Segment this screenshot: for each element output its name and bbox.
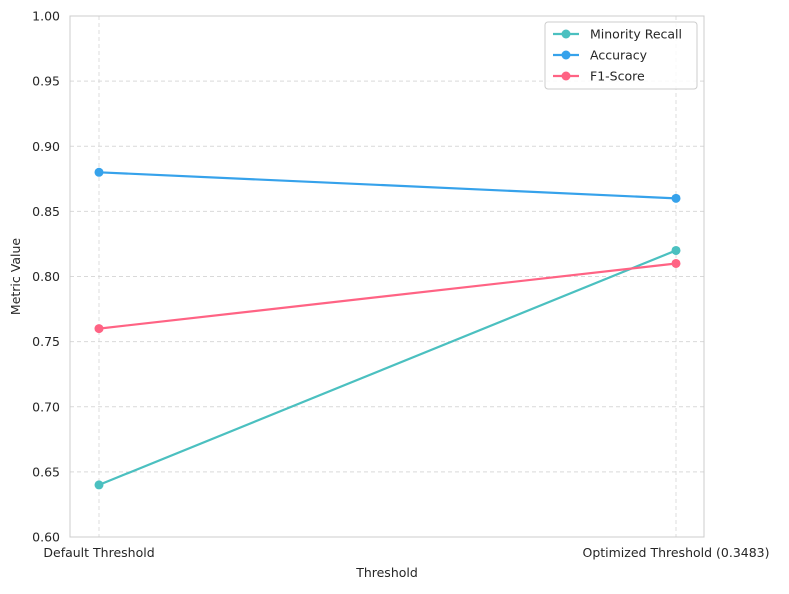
y-tick-label: 0.60 bbox=[32, 530, 60, 545]
legend-label: F1-Score bbox=[590, 69, 645, 84]
series-minority-recall bbox=[94, 245, 681, 490]
y-tick-label: 0.65 bbox=[32, 464, 60, 479]
legend-marker bbox=[561, 50, 571, 60]
legend-label: Minority Recall bbox=[590, 27, 682, 42]
data-point-accuracy bbox=[671, 193, 681, 203]
x-axis-label: Threshold bbox=[355, 565, 418, 580]
series-f1-score bbox=[94, 258, 681, 334]
data-point-f1-score bbox=[94, 324, 104, 334]
y-axis-label: Metric Value bbox=[8, 238, 23, 315]
data-point-minority-recall bbox=[94, 480, 104, 490]
x-tick-label: Default Threshold bbox=[43, 545, 154, 560]
data-point-minority-recall bbox=[671, 245, 681, 255]
legend-item-minority-recall: Minority Recall bbox=[553, 27, 682, 42]
y-tick-label: 1.00 bbox=[32, 9, 60, 24]
series-line-minority-recall bbox=[97, 249, 678, 486]
y-tick-label: 0.85 bbox=[32, 204, 60, 219]
legend-item-f1-score: F1-Score bbox=[553, 69, 645, 84]
series-layer bbox=[94, 167, 681, 490]
y-tick-label: 0.70 bbox=[32, 399, 60, 414]
y-tick-label: 0.80 bbox=[32, 269, 60, 284]
legend-marker bbox=[561, 29, 571, 39]
grid bbox=[70, 16, 704, 537]
y-tick-label: 0.90 bbox=[32, 139, 60, 154]
data-point-f1-score bbox=[671, 258, 681, 268]
series-line-f1-score bbox=[97, 262, 678, 330]
x-axis-ticks: Default Threshold Optimized Threshold (0.… bbox=[43, 545, 769, 560]
plot-area bbox=[69, 15, 705, 538]
legend-marker bbox=[561, 71, 571, 81]
series-line-accuracy bbox=[97, 171, 678, 200]
legend-item-accuracy: Accuracy bbox=[553, 48, 648, 63]
legend: Minority Recall Accuracy F1-Score bbox=[544, 21, 698, 90]
data-point-accuracy bbox=[94, 167, 104, 177]
series-accuracy bbox=[94, 167, 681, 203]
legend-label: Accuracy bbox=[590, 48, 648, 63]
x-tick-label: Optimized Threshold (0.3483) bbox=[582, 545, 769, 560]
y-tick-label: 0.95 bbox=[32, 74, 60, 89]
legend-box bbox=[544, 21, 698, 90]
y-tick-label: 0.75 bbox=[32, 334, 60, 349]
y-axis-ticks: 0.60 0.65 0.70 0.75 0.80 0.85 0.90 0.95 1.00 bbox=[32, 9, 60, 545]
